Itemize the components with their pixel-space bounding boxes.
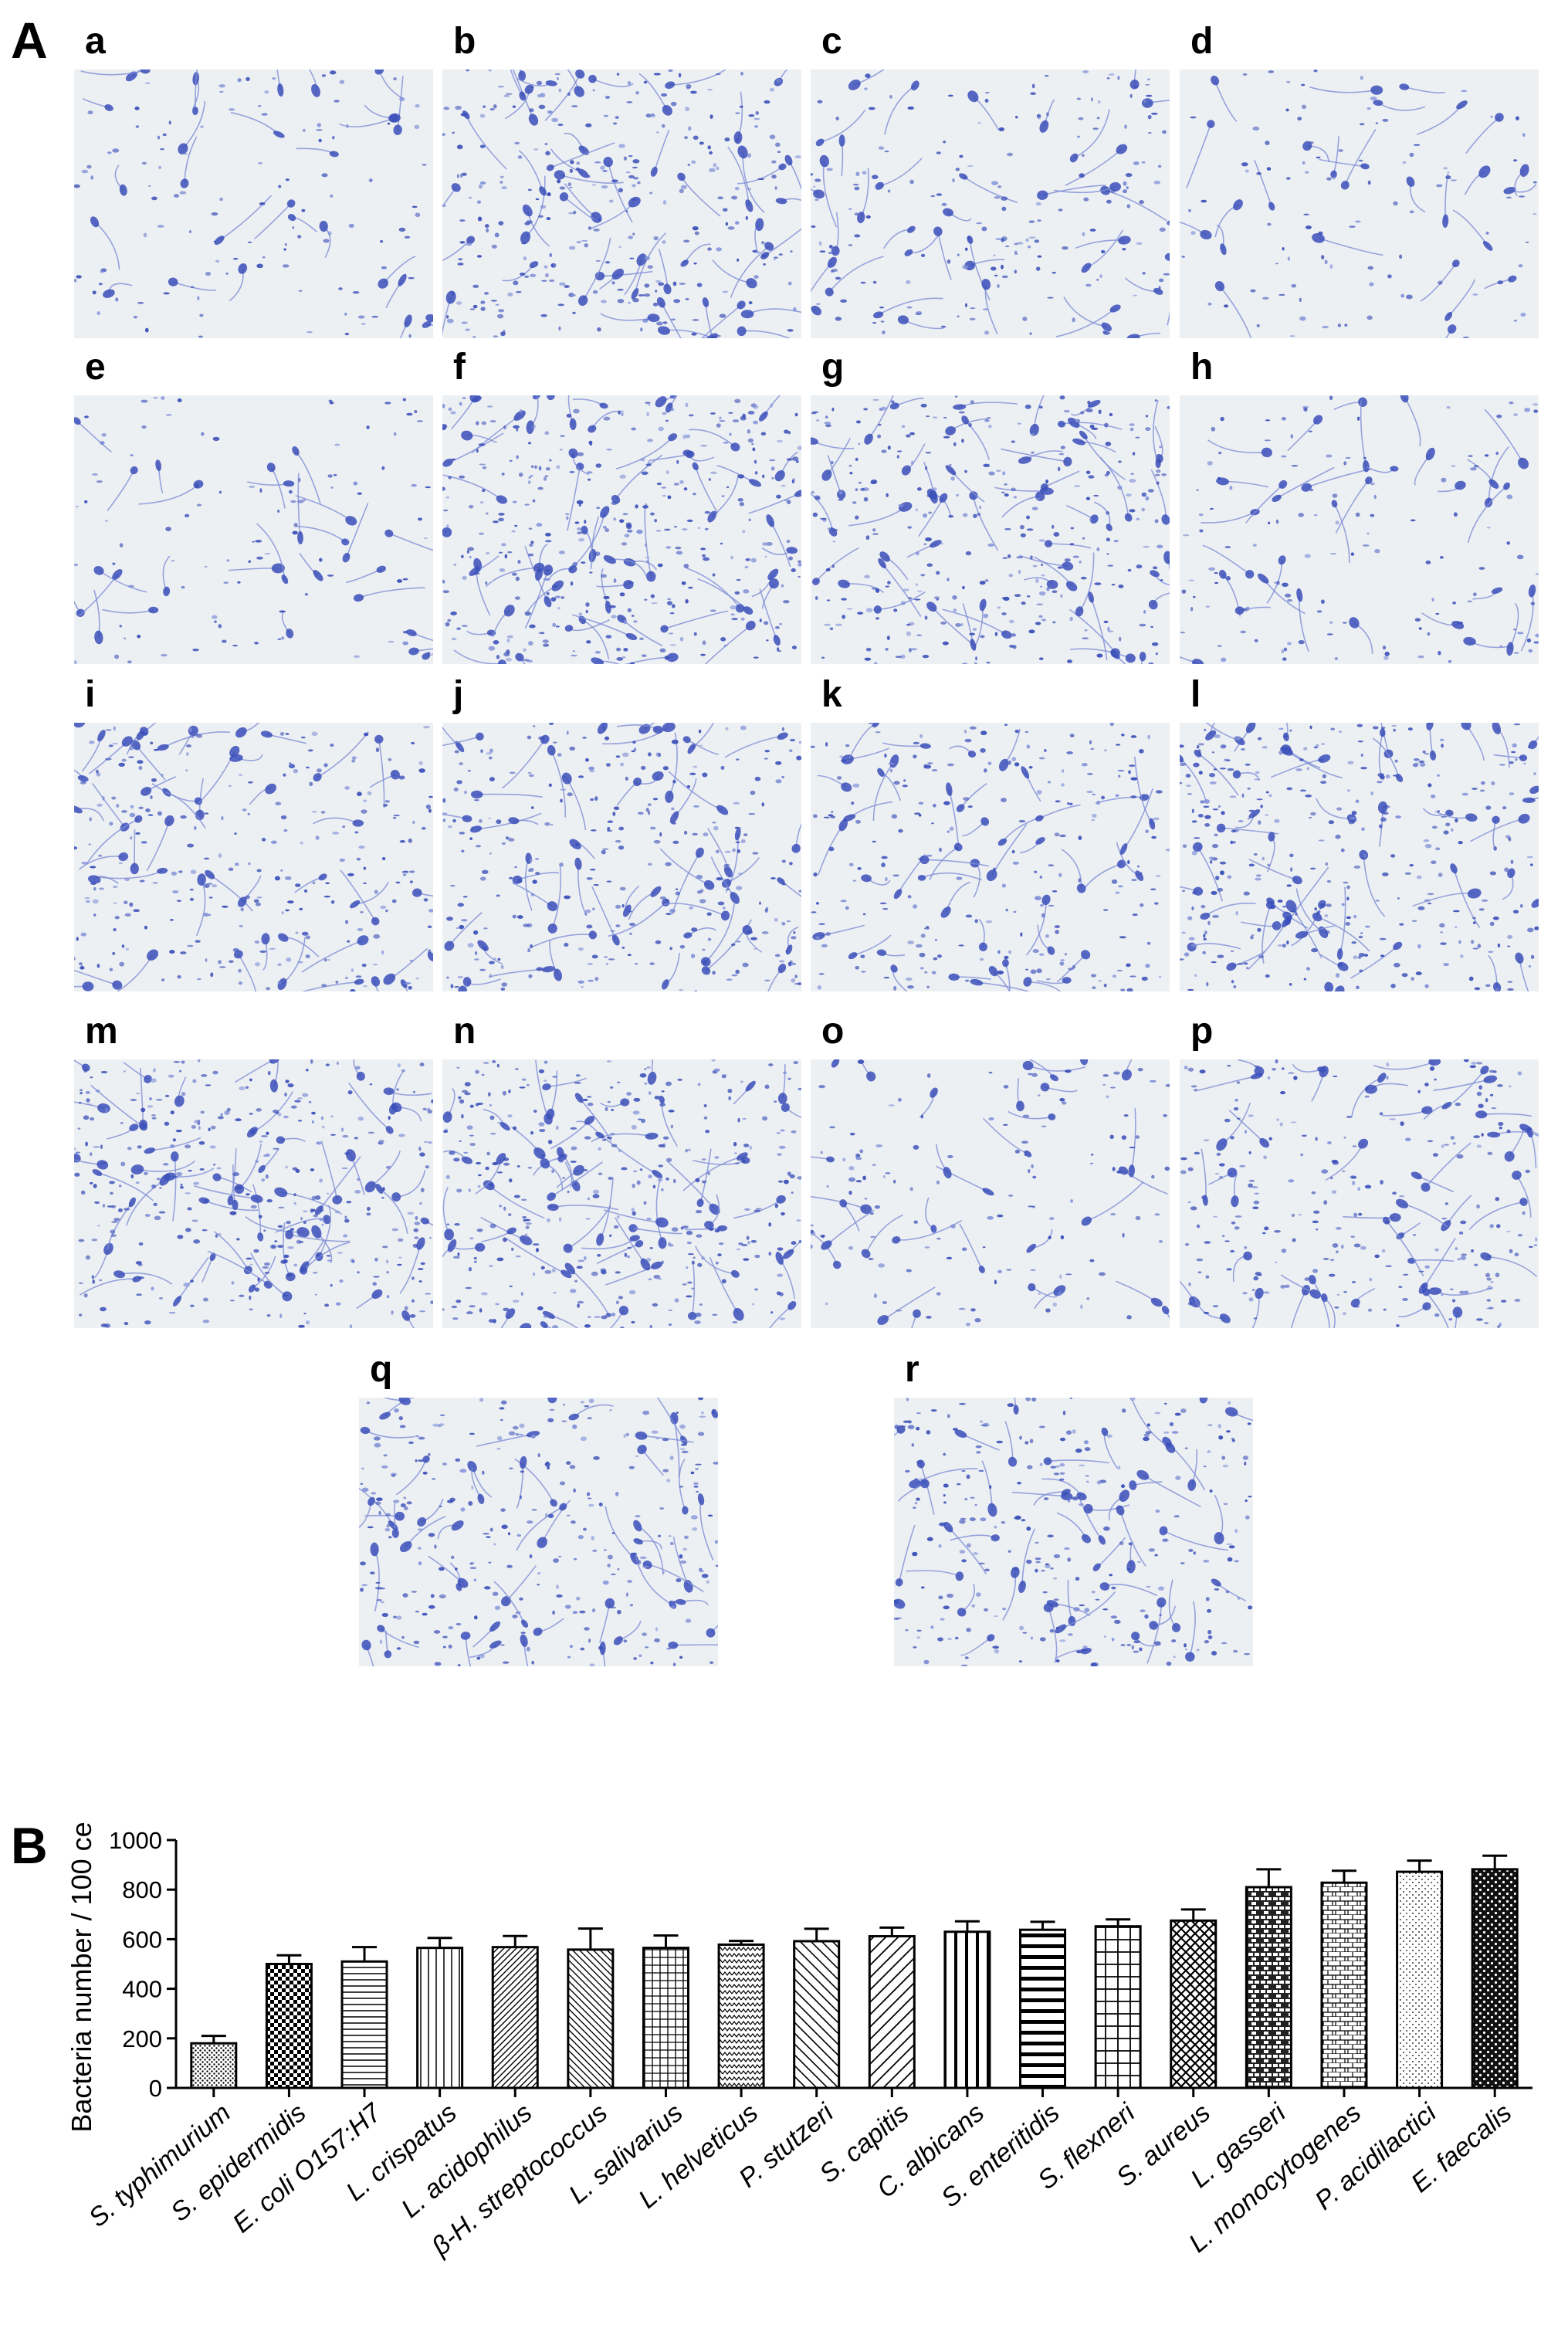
panel-b-label: B [11, 1817, 48, 1874]
micrograph-image [1180, 723, 1539, 991]
micrograph-image [1180, 1059, 1539, 1328]
micrograph-label: j [453, 674, 464, 715]
micrograph-image [894, 1398, 1253, 1666]
bar [1170, 1919, 1217, 2089]
micrograph-label: h [1190, 347, 1214, 388]
bar [868, 1935, 916, 2089]
micrograph-label: q [370, 1349, 393, 1390]
bar [1396, 1870, 1444, 2089]
micrograph-label: f [453, 347, 466, 388]
micrograph-image [1180, 395, 1539, 664]
micrograph-image [442, 1059, 801, 1328]
bar [190, 2042, 238, 2089]
y-axis-label: Bacteria number / 100 cells [66, 1822, 97, 2133]
bar [1471, 1868, 1519, 2089]
bar [642, 1947, 689, 2089]
bar [793, 1940, 841, 2089]
bar [491, 1946, 539, 2089]
bar [1094, 1925, 1142, 2089]
micrograph-image [811, 1059, 1170, 1328]
micrograph-image [74, 69, 433, 338]
micrograph-image [442, 723, 801, 991]
micrograph-image [359, 1398, 718, 1666]
bar [717, 1943, 765, 2089]
y-tick-label: 400 [122, 1976, 162, 2003]
bar [943, 1930, 991, 2089]
micrograph-label: o [821, 1011, 845, 1052]
micrograph-label: l [1190, 674, 1201, 715]
y-tick-label: 600 [122, 1926, 162, 1953]
bar [265, 1963, 313, 2089]
micrograph-label: p [1190, 1011, 1214, 1052]
y-axis: 0 200 400 600 800 1000 [109, 1827, 1532, 2102]
micrograph-image [811, 723, 1170, 991]
bar [340, 1960, 388, 2089]
panel-a-label: A [11, 12, 48, 69]
micrograph-label: g [821, 347, 845, 388]
bar [567, 1948, 615, 2089]
micrograph-image [74, 1059, 433, 1328]
micrograph-image [811, 395, 1170, 664]
bar-chart: 0 200 400 600 800 1000 Bacteria number / 100 c… [66, 1822, 1532, 2262]
bar [1320, 1881, 1368, 2089]
y-tick-label: 1000 [109, 1827, 162, 1854]
y-tick-label: 200 [122, 2025, 162, 2052]
micrograph-label: k [821, 674, 842, 715]
bar [416, 1947, 464, 2089]
micrograph-label: i [85, 674, 96, 715]
micrograph-label: a [85, 21, 106, 62]
y-tick-label: 0 [149, 2075, 162, 2102]
micrograph-image [1180, 69, 1539, 338]
micrograph-label: d [1190, 21, 1214, 62]
micrograph-label: c [821, 21, 842, 62]
y-tick-label: 800 [122, 1876, 162, 1903]
bar [1245, 1886, 1292, 2089]
micrograph-image [442, 395, 801, 664]
micrograph-image [442, 69, 801, 338]
micrograph-label: e [85, 347, 106, 388]
micrograph-image [74, 395, 433, 664]
micrograph-image [74, 723, 433, 991]
micrograph-label: n [453, 1011, 476, 1052]
bar [1019, 1928, 1067, 2089]
micrograph-label: r [905, 1349, 919, 1390]
micrograph-label: m [85, 1011, 118, 1052]
micrograph-label: b [453, 21, 476, 62]
micrograph-image [811, 69, 1170, 338]
